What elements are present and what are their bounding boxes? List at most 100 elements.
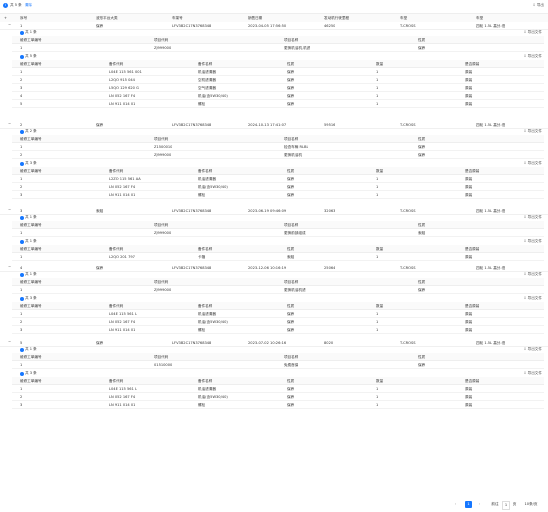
labor-col-header: 性质 — [418, 354, 426, 359]
parts-col-header: 维修工单编号 — [20, 168, 42, 173]
parts-cell: 1 — [376, 386, 379, 391]
export-parts-button[interactable]: ⇩ 导出文件 — [523, 371, 542, 375]
parts-col-header: 备件名称 — [198, 378, 213, 383]
page-1-button[interactable]: 1 — [465, 501, 472, 508]
page-unit: 页 — [512, 502, 517, 506]
parts-cell: 原装 — [465, 394, 473, 399]
parts-cell: LN 911 014 01 — [109, 192, 136, 197]
goto-page-input[interactable]: 1 — [502, 501, 510, 510]
parts-cell: 机油(含5W30/40) — [198, 319, 228, 324]
main-cell: T-CROSS — [400, 208, 416, 213]
parts-cell: 机油(含5W30/40) — [198, 184, 228, 189]
parts-col-header: 性质 — [287, 246, 295, 251]
group-main-row[interactable]: − 5 保养 LFV3B2C17N3768348 2023-07-02 10:26:16… — [0, 339, 548, 347]
labor-cell: ZJ999000 — [154, 287, 172, 292]
parts-count-header: 共 3 条 ⇩ 导出文件 — [12, 296, 544, 301]
parts-cell: 原装 — [465, 386, 473, 391]
group-main-row[interactable]: − 4 保养 LFV3B2C17N3768348 2023-12-06 10:16:19… — [0, 264, 548, 272]
parts-cell: 原装 — [465, 176, 473, 181]
parts-col-header: 维修工单编号 — [20, 246, 42, 251]
labor-table-header: 维修工单编号 项目代码 项目名称 性质 — [12, 135, 544, 143]
expand-toggle-icon[interactable]: − — [8, 265, 12, 269]
total-count: 共 5 条 — [10, 3, 22, 7]
labor-col-header: 维修工单编号 — [20, 136, 42, 141]
export-label: 导出文件 — [527, 30, 542, 34]
parts-col-header: 备件代码 — [109, 168, 124, 173]
parts-col-header: 性质 — [287, 61, 295, 66]
parts-count: 共 1 条 — [25, 239, 37, 243]
expand-toggle-icon[interactable]: − — [8, 208, 12, 212]
parts-table-header: 维修工单编号 备件代码 备件名称 性质 数量 是否原装 — [12, 60, 544, 68]
parts-cell: 螺栓 — [198, 327, 206, 332]
page-size-select[interactable]: 10条/页 — [524, 502, 538, 506]
parts-cell: 原装 — [465, 192, 473, 197]
export-labor-button[interactable]: ⇩ 导出文件 — [523, 215, 542, 219]
export-labor-button[interactable]: ⇩ 导出文件 — [523, 129, 542, 133]
main-cell: LFV3B2C17N3768348 — [172, 265, 212, 270]
labor-row: 2 ZJ999000 更换机油机 保养 — [12, 151, 544, 159]
parts-cell: LN 052 167 F4 — [109, 319, 136, 324]
parts-col-header: 是否原装 — [465, 168, 480, 173]
labor-count: 共 1 条 — [25, 272, 37, 276]
group-main-row[interactable]: − 2 保养 LFV3B2C17N3768348 2024-10-13 17:41:07… — [0, 121, 548, 129]
export-labor-button[interactable]: ⇩ 导出文件 — [523, 272, 542, 276]
parts-cell: 1 — [376, 101, 379, 106]
parts-cell: LN 911 014 01 — [109, 402, 136, 407]
next-page-button[interactable]: › — [478, 502, 481, 506]
parts-col-header: 数量 — [376, 246, 384, 251]
parts-count-header: 共 1 条 ⇩ 导出文件 — [12, 239, 544, 244]
main-cell: 保养 — [96, 340, 104, 345]
labor-cell: 1 — [20, 45, 23, 50]
main-cell: 保养 — [96, 23, 104, 28]
parts-cell: 保养 — [287, 85, 295, 90]
parts-table-header: 维修工单编号 备件代码 备件名称 性质 数量 是否原装 — [12, 302, 544, 310]
labor-cell: ZJ999000 — [154, 230, 172, 235]
labor-col-header: 项目名称 — [284, 37, 299, 42]
parts-count-header: 共 3 条 ⇩ 导出文件 — [12, 161, 544, 166]
expand-toggle-icon[interactable]: − — [8, 340, 12, 344]
parts-cell: 3 — [20, 85, 23, 90]
labor-col-header: 项目代码 — [154, 222, 169, 227]
parts-cell: L04E 115 561 L — [109, 386, 137, 391]
parts-table-header: 维修工单编号 备件代码 备件名称 性质 数量 是否原装 — [12, 245, 544, 253]
main-cell: 3 — [20, 208, 23, 213]
group-main-row[interactable]: − 1 保养 LFV3B2C17N3768348 2023-04-05 17:56:50… — [0, 22, 548, 30]
parts-row: 5 LN 911 014 01 螺栓 保养 1 原装 — [12, 100, 544, 108]
export-parts-button[interactable]: ⇩ 导出文件 — [523, 161, 542, 165]
export-label: 导出 — [536, 3, 544, 7]
expand-toggle-icon[interactable]: − — [8, 122, 12, 126]
parts-col-header: 备件名称 — [198, 61, 213, 66]
export-parts-button[interactable]: ⇩ 导出文件 — [523, 54, 542, 58]
export-label: 导出文件 — [527, 371, 542, 375]
parts-cell: 3 — [20, 402, 23, 407]
parts-cell: 1 — [376, 85, 379, 90]
parts-col-header: 数量 — [376, 303, 384, 308]
labor-cell: 更换前部组成 — [284, 230, 306, 235]
labor-count-header: 共 1 条 ⇩ 导出文件 — [12, 347, 544, 352]
export-parts-button[interactable]: ⇩ 导出文件 — [523, 239, 542, 243]
export-button[interactable]: ⇩ 导出 — [532, 3, 544, 7]
parts-row: 2 LN 052 167 F4 机油(含5W30/40) 保养 1 原装 — [12, 183, 544, 191]
parts-cell: 卡箍 — [198, 254, 206, 259]
export-label: 导出文件 — [527, 161, 542, 165]
clear-link[interactable]: 清除 — [24, 3, 32, 7]
expand-toggle-icon[interactable]: − — [8, 23, 12, 27]
parts-row: 3 L5QO 129 620 G 空气滤清器 保养 1 原装 — [12, 84, 544, 92]
labor-count: 共 2 条 — [25, 129, 37, 133]
pagination: ‹ 1 › 前往 1 页 10条/页 — [0, 500, 548, 510]
parts-cell: 1 — [376, 69, 379, 74]
parts-col-header: 数量 — [376, 378, 384, 383]
prev-page-button[interactable]: ‹ — [454, 502, 457, 506]
labor-count-header: 共 1 条 ⇩ 导出文件 — [12, 272, 544, 277]
export-labor-button[interactable]: ⇩ 导出文件 — [523, 347, 542, 351]
export-parts-button[interactable]: ⇩ 导出文件 — [523, 296, 542, 300]
parts-cell: 2 — [20, 319, 23, 324]
labor-cell: 1 — [20, 287, 23, 292]
parts-row: 2 LN 052 167 F4 机油(含5W30/40) 保养 1 原装 — [12, 393, 544, 401]
parts-row: 2 LN 052 167 F4 机油(含5W30/40) 保养 1 原装 — [12, 318, 544, 326]
main-cell: 四轮 1.5L 高分-低 — [476, 122, 506, 127]
parts-cell: 机油滤清器 — [198, 311, 216, 316]
info-icon — [20, 215, 24, 220]
export-labor-button[interactable]: ⇩ 导出文件 — [523, 30, 542, 34]
group-main-row[interactable]: − 3 索赔 LFV3B2C17N3768348 2023-06-19 09:46:09… — [0, 207, 548, 215]
